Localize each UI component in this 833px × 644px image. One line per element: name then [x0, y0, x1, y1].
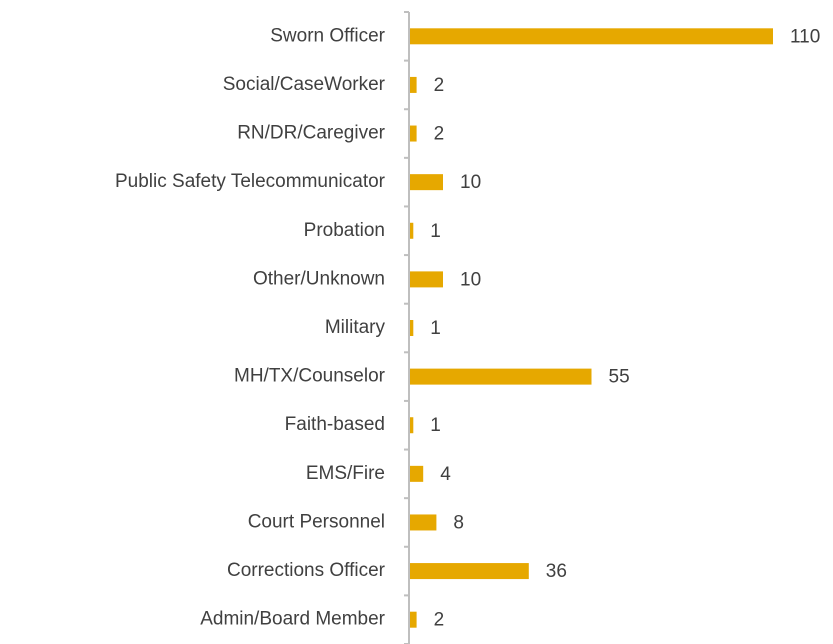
category-label: Public Safety Telecommunicator: [115, 171, 386, 192]
category-label: Court Personnel: [248, 511, 385, 532]
bar: [410, 320, 414, 336]
bar: [410, 222, 414, 239]
bar: [410, 368, 592, 385]
category-label: EMS/Fire: [306, 463, 385, 484]
bar: [410, 125, 417, 142]
category-label: Probation: [304, 220, 385, 241]
value-label: 10: [460, 269, 481, 290]
bar: [410, 174, 443, 191]
category-label: Sworn Officer: [270, 25, 385, 46]
value-label: 10: [460, 172, 481, 193]
category-label: Corrections Officer: [227, 560, 386, 581]
bar: [410, 611, 417, 628]
category-label: RN/DR/Caregiver: [237, 123, 385, 144]
bar: [410, 514, 437, 531]
category-label: Admin/Board Member: [200, 609, 385, 630]
value-label: 1: [430, 415, 441, 436]
category-label: Military: [325, 317, 386, 338]
value-label: 2: [434, 610, 445, 631]
bar: [410, 271, 443, 288]
value-label: 2: [434, 124, 445, 145]
bar: [410, 465, 424, 482]
category-label: MH/TX/Counselor: [234, 366, 386, 387]
value-label: 2: [434, 75, 445, 96]
category-label: Social/CaseWorker: [223, 74, 386, 95]
bar: [410, 28, 773, 45]
bar: [410, 563, 529, 580]
value-label: 110: [790, 26, 820, 47]
category-label: Other/Unknown: [253, 268, 385, 289]
bar: [410, 76, 417, 93]
value-label: 8: [453, 512, 464, 533]
value-label: 55: [609, 367, 630, 388]
value-label: 4: [440, 464, 451, 485]
category-label: Faith-based: [285, 414, 385, 435]
value-label: 1: [430, 318, 441, 339]
bar: [410, 417, 414, 434]
value-label: 36: [546, 561, 567, 582]
value-label: 1: [430, 221, 441, 242]
